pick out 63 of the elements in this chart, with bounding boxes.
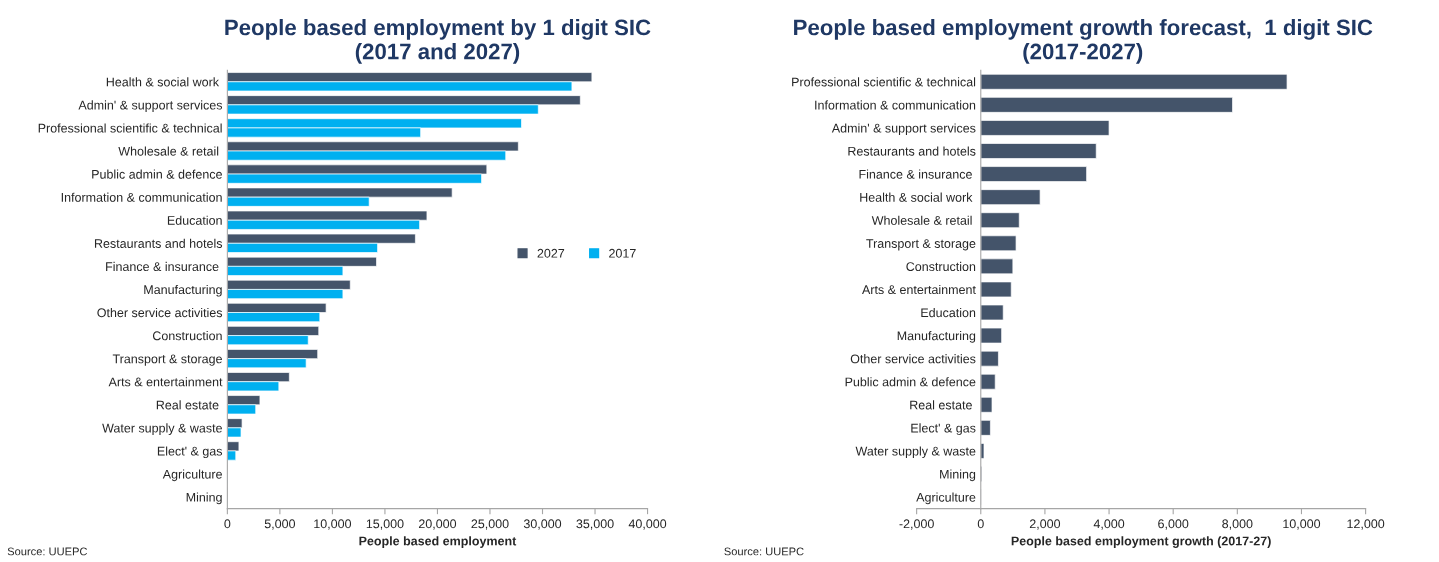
- x-axis-title: People based employment growth (2017-27): [1011, 536, 1271, 548]
- y-tick-label: Information & communication: [61, 192, 222, 202]
- y-tick-label: Other service activities: [97, 307, 223, 318]
- y-tick-label: Mining: [940, 469, 976, 482]
- x-tick-label: 0: [977, 519, 984, 529]
- chart-title: People based employment growth forecast, 1 digit SIC (2017-2027): [794, 19, 1373, 64]
- y-tick-label: Restaurants and hotels: [94, 238, 223, 248]
- x-tick-label: 4,000: [1093, 519, 1125, 530]
- y-tick-label: Construction: [906, 261, 976, 272]
- x-tick-label: 10,000: [1283, 519, 1321, 530]
- y-tick-label: Manufacturing: [897, 331, 976, 343]
- x-axis-title: People based employment: [359, 536, 517, 548]
- y-tick-label: Arts & entertainment: [862, 284, 976, 295]
- y-tick-label: Restaurants and hotels: [848, 146, 976, 156]
- y-tick-label: Public admin & defence: [92, 169, 222, 179]
- y-tick-label: Manufacturing: [144, 284, 222, 297]
- x-tick-label: 6,000: [1158, 519, 1189, 530]
- x-tick-label: 15,000: [366, 519, 404, 530]
- y-tick-label: Professional scientific & technical: [792, 77, 976, 87]
- legend-label: 2017: [609, 248, 636, 258]
- x-tick-label: 8,000: [1222, 519, 1253, 530]
- x-tick-label: -2,000: [899, 519, 934, 530]
- y-tick-label: Education: [921, 307, 976, 318]
- y-tick-label: Agriculture: [162, 469, 222, 482]
- x-tick-label: 20,000: [418, 519, 457, 530]
- y-tick-label: Health & social work: [106, 77, 220, 87]
- y-tick-label: Professional scientific & technical: [38, 123, 222, 133]
- y-tick-label: Health & social work: [860, 192, 973, 202]
- x-tick-label: 35,000: [576, 519, 614, 530]
- y-tick-label: Construction: [152, 331, 222, 341]
- y-tick-label: Transport & storage: [866, 239, 976, 251]
- x-tick-label: 2,000: [1029, 519, 1061, 530]
- y-tick-label: Admin' & support services: [78, 100, 223, 112]
- y-tick-label: Water supply & waste: [102, 423, 222, 435]
- x-tick-label: 5,000: [264, 519, 296, 530]
- x-tick-label: 25,000: [471, 519, 509, 530]
- x-tick-label: 10,000: [314, 519, 352, 530]
- legend-label: 2027: [537, 248, 565, 258]
- y-tick-label: Real estate: [910, 400, 972, 410]
- y-tick-label: Agriculture: [916, 492, 976, 505]
- source-note: Source: UUEPC: [724, 547, 804, 556]
- y-tick-label: Transport & storage: [112, 354, 222, 366]
- y-tick-label: Mining: [186, 492, 222, 505]
- x-tick-label: 40,000: [628, 519, 667, 530]
- chart-title: People based employment by 1 digit SIC (2017 and 2027): [225, 19, 651, 64]
- y-tick-label: Elect' & gas: [911, 423, 976, 435]
- x-tick-label: 12,000: [1347, 519, 1385, 530]
- y-tick-label: Elect' & gas: [157, 446, 223, 459]
- y-tick-label: Water supply & waste: [855, 446, 976, 459]
- y-tick-label: Finance & insurance: [106, 261, 219, 272]
- x-tick-label: 30,000: [523, 519, 562, 530]
- y-tick-label: Other service activities: [850, 354, 976, 364]
- y-tick-label: Arts & entertainment: [108, 377, 223, 387]
- x-tick-label: 0: [224, 519, 231, 529]
- source-note: Source: UUEPC: [7, 547, 88, 556]
- y-tick-label: Wholesale & retail: [871, 215, 972, 225]
- y-tick-label: Wholesale & retail: [118, 146, 219, 156]
- y-tick-label: Admin' & support services: [831, 123, 976, 136]
- y-tick-label: Information & communication: [815, 100, 976, 110]
- y-tick-label: Finance & insurance: [859, 169, 972, 179]
- y-tick-label: Education: [167, 215, 222, 225]
- y-tick-label: Real estate: [156, 400, 219, 410]
- y-tick-label: Public admin & defence: [845, 377, 976, 387]
